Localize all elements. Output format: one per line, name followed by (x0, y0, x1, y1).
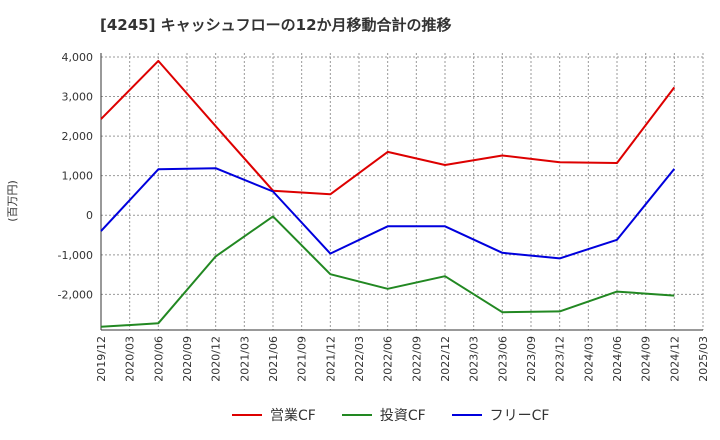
x-tick-label: 2022/12 (439, 336, 452, 382)
data-point (443, 163, 447, 167)
y-tick-label: 2,000 (62, 130, 94, 143)
data-point (500, 153, 504, 157)
data-point (214, 124, 218, 128)
x-tick-label: 2021/09 (296, 336, 309, 382)
series-line-2 (100, 215, 675, 328)
chart-legend: 営業CF 投資CF フリーCF (232, 405, 549, 425)
plot-area (101, 53, 703, 330)
legend-item: フリーCF (451, 405, 550, 425)
legend-swatch (341, 414, 372, 416)
x-tick-label: 2023/06 (496, 336, 509, 382)
data-point (328, 192, 332, 196)
data-point (328, 252, 332, 256)
data-point (500, 310, 504, 314)
x-tick-label: 2020/06 (152, 336, 165, 382)
x-tick-label: 2022/06 (382, 336, 395, 382)
x-tick-label: 2025/03 (697, 336, 710, 382)
y-tick-label: 1,000 (62, 170, 94, 183)
legend-swatch (451, 414, 482, 416)
x-tick-label: 2023/03 (468, 336, 481, 382)
data-point (672, 167, 676, 171)
legend-label: フリーCF (489, 408, 550, 424)
legend-swatch (232, 414, 262, 416)
y-tick-label: 0 (86, 209, 93, 222)
x-tick-label: 2021/06 (267, 336, 280, 382)
data-point (214, 166, 218, 170)
data-point (615, 290, 619, 294)
x-tick-label: 2024/03 (582, 336, 595, 382)
data-point (443, 274, 447, 278)
y-tick-label: 3,000 (62, 91, 94, 104)
data-point (156, 167, 160, 171)
x-tick-label: 2020/12 (210, 336, 223, 382)
data-point (156, 321, 160, 325)
y-axis-label: (百万円) (6, 180, 19, 222)
data-point (328, 272, 332, 276)
data-point (672, 294, 676, 298)
data-point (386, 150, 390, 154)
x-tick-label: 2020/03 (124, 336, 137, 382)
data-point (99, 325, 103, 329)
x-tick-label: 2021/12 (324, 336, 337, 382)
data-point (672, 85, 676, 89)
y-tick-label: -2,000 (58, 288, 93, 301)
x-tick-label: 2022/09 (410, 336, 423, 382)
legend-label: 投資CF (379, 408, 426, 424)
data-point (558, 309, 562, 313)
data-point (558, 160, 562, 164)
x-tick-label: 2022/03 (353, 336, 366, 382)
data-point (386, 287, 390, 291)
y-tick-label: -1,000 (58, 249, 93, 262)
chart-title: [4245] キャッシュフローの12か月移動合計の推移 (100, 16, 452, 34)
x-tick-label: 2019/12 (95, 336, 108, 382)
data-point (615, 238, 619, 242)
data-point (615, 161, 619, 165)
x-tick-label: 2020/09 (181, 336, 194, 382)
x-tick-label: 2023/12 (554, 336, 567, 382)
data-point (500, 251, 504, 255)
data-point (99, 229, 103, 233)
data-point (99, 117, 103, 121)
data-point (558, 256, 562, 260)
x-tick-label: 2024/09 (640, 336, 653, 382)
x-tick-label: 2023/09 (525, 336, 538, 382)
series-line-1 (100, 59, 676, 196)
x-tick-label: 2024/06 (611, 336, 624, 382)
x-tick-label: 2021/03 (238, 336, 251, 382)
x-tick-label: 2024/12 (668, 336, 681, 382)
data-point (156, 59, 160, 63)
legend-item: 投資CF (341, 405, 426, 425)
series-line-3 (100, 167, 676, 260)
legend-label: 営業CF (270, 408, 316, 424)
data-point (271, 214, 275, 218)
data-point (386, 224, 390, 228)
data-point (443, 224, 447, 228)
data-point (214, 254, 218, 258)
y-tick-label: 4,000 (62, 51, 94, 64)
data-point (271, 190, 275, 194)
legend-item: 営業CF (232, 405, 316, 425)
